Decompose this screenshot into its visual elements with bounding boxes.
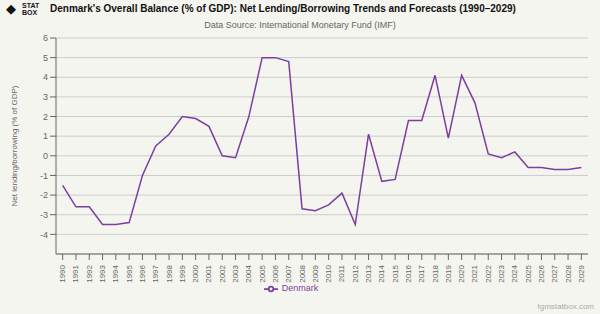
svg-text:2029: 2029 bbox=[577, 264, 586, 282]
html-text:tgmstatbox.com: tgmstatbox.com bbox=[537, 302, 594, 311]
svg-text:3: 3 bbox=[43, 92, 48, 102]
svg-text:4: 4 bbox=[43, 72, 48, 82]
svg-text:2003: 2003 bbox=[231, 264, 240, 282]
svg-text:Net lending/borrowing (% of GD: Net lending/borrowing (% of GDP) bbox=[10, 85, 19, 206]
svg-text:1993: 1993 bbox=[98, 264, 107, 282]
svg-text:2015: 2015 bbox=[391, 264, 400, 282]
svg-text:2011: 2011 bbox=[337, 264, 346, 282]
svg-text:5: 5 bbox=[43, 53, 48, 63]
svg-text:2007: 2007 bbox=[284, 264, 293, 282]
svg-text:6: 6 bbox=[43, 34, 48, 43]
svg-text:-4: -4 bbox=[40, 230, 48, 240]
html-text:Denmark's Overall Balance (% o: Denmark's Overall Balance (% of GDP): Ne… bbox=[50, 3, 516, 14]
svg-text:1992: 1992 bbox=[85, 264, 94, 282]
svg-text:-2: -2 bbox=[40, 190, 48, 200]
svg-text:2025: 2025 bbox=[524, 264, 533, 282]
svg-text:2027: 2027 bbox=[550, 264, 559, 282]
svg-text:-3: -3 bbox=[40, 210, 48, 220]
svg-text:1994: 1994 bbox=[111, 264, 120, 282]
svg-text:2006: 2006 bbox=[271, 264, 280, 282]
svg-text:2028: 2028 bbox=[564, 264, 573, 282]
svg-text:2005: 2005 bbox=[258, 264, 267, 282]
svg-text:1998: 1998 bbox=[165, 264, 174, 282]
html-text:Denmark: Denmark bbox=[281, 283, 319, 294]
svg-text:1996: 1996 bbox=[138, 264, 147, 282]
svg-text:1999: 1999 bbox=[178, 264, 187, 282]
svg-text:2019: 2019 bbox=[444, 264, 453, 282]
svg-text:2026: 2026 bbox=[537, 264, 546, 282]
svg-text:2024: 2024 bbox=[510, 264, 519, 282]
svg-text:2018: 2018 bbox=[431, 264, 440, 282]
svg-text:2021: 2021 bbox=[470, 264, 479, 282]
svg-text:2020: 2020 bbox=[457, 264, 466, 282]
svg-text:1991: 1991 bbox=[71, 264, 80, 282]
svg-text:2004: 2004 bbox=[244, 264, 253, 282]
svg-text:2009: 2009 bbox=[311, 264, 320, 282]
svg-text:0: 0 bbox=[43, 151, 48, 161]
svg-text:2010: 2010 bbox=[324, 264, 333, 282]
html-text:STAT: STAT bbox=[22, 2, 40, 9]
svg-text:2013: 2013 bbox=[364, 264, 373, 282]
svg-text:2014: 2014 bbox=[377, 264, 386, 282]
svg-text:2001: 2001 bbox=[204, 264, 213, 282]
svg-text:2022: 2022 bbox=[484, 264, 493, 282]
html-text:BOX: BOX bbox=[22, 9, 38, 16]
svg-text:2002: 2002 bbox=[218, 264, 227, 282]
svg-text:1997: 1997 bbox=[151, 264, 160, 282]
svg-text:1995: 1995 bbox=[125, 264, 134, 282]
svg-text:2012: 2012 bbox=[351, 264, 360, 282]
svg-text:1: 1 bbox=[43, 131, 48, 141]
html-text:Data Source: International Mon: Data Source: International Monetary Fund… bbox=[204, 20, 396, 30]
svg-text:2008: 2008 bbox=[298, 264, 307, 282]
svg-text:1990: 1990 bbox=[58, 264, 67, 282]
svg-text:2000: 2000 bbox=[191, 264, 200, 282]
svg-text:2017: 2017 bbox=[417, 264, 426, 282]
svg-text:2023: 2023 bbox=[497, 264, 506, 282]
svg-text:2: 2 bbox=[43, 112, 48, 122]
svg-text:-1: -1 bbox=[40, 171, 48, 181]
svg-text:2016: 2016 bbox=[404, 264, 413, 282]
